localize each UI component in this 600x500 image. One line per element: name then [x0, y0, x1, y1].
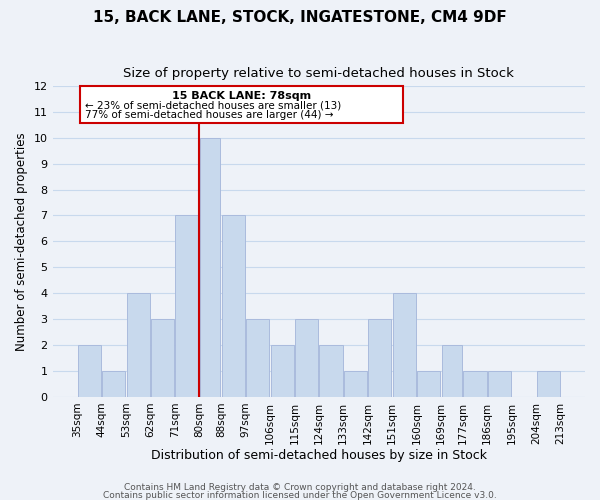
Bar — [417, 371, 440, 397]
Bar — [151, 319, 174, 397]
Bar — [319, 345, 343, 397]
Text: ← 23% of semi-detached houses are smaller (13): ← 23% of semi-detached houses are smalle… — [85, 100, 341, 110]
Bar — [488, 371, 511, 397]
Bar — [102, 371, 125, 397]
Bar — [77, 345, 101, 397]
Bar — [393, 293, 416, 397]
Bar — [537, 371, 560, 397]
Bar — [442, 345, 462, 397]
Bar — [271, 345, 293, 397]
Bar — [246, 319, 269, 397]
Text: 15, BACK LANE, STOCK, INGATESTONE, CM4 9DF: 15, BACK LANE, STOCK, INGATESTONE, CM4 9… — [93, 10, 507, 25]
Title: Size of property relative to semi-detached houses in Stock: Size of property relative to semi-detach… — [124, 68, 514, 80]
Text: 77% of semi-detached houses are larger (44) →: 77% of semi-detached houses are larger (… — [85, 110, 334, 120]
X-axis label: Distribution of semi-detached houses by size in Stock: Distribution of semi-detached houses by … — [151, 450, 487, 462]
Bar — [368, 319, 391, 397]
Y-axis label: Number of semi-detached properties: Number of semi-detached properties — [15, 132, 28, 350]
Bar — [127, 293, 149, 397]
Text: Contains HM Land Registry data © Crown copyright and database right 2024.: Contains HM Land Registry data © Crown c… — [124, 484, 476, 492]
Text: 15 BACK LANE: 78sqm: 15 BACK LANE: 78sqm — [172, 90, 311, 101]
Bar — [463, 371, 487, 397]
Bar — [200, 138, 220, 397]
Bar — [175, 216, 199, 397]
Text: Contains public sector information licensed under the Open Government Licence v3: Contains public sector information licen… — [103, 490, 497, 500]
FancyBboxPatch shape — [80, 86, 403, 124]
Bar — [221, 216, 245, 397]
Bar — [344, 371, 367, 397]
Bar — [295, 319, 318, 397]
